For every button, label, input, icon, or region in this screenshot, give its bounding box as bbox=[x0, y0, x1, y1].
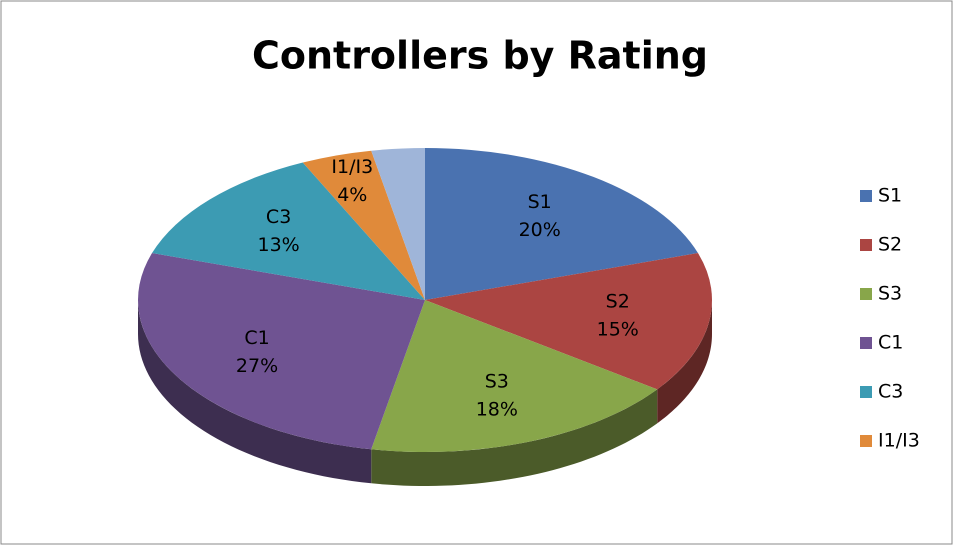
legend-swatch bbox=[860, 386, 872, 398]
legend-swatch bbox=[860, 435, 872, 447]
legend-label: S2 bbox=[878, 234, 902, 256]
pie-slice bbox=[425, 253, 712, 390]
pie-side bbox=[138, 300, 372, 484]
legend-swatch bbox=[860, 337, 872, 349]
slice-value-label: 4% bbox=[337, 184, 367, 206]
legend-label: S1 bbox=[878, 185, 902, 207]
legend-label: I1/I3 bbox=[878, 430, 920, 452]
slice-label: S3 bbox=[485, 371, 509, 393]
slice-label: S1 bbox=[528, 191, 552, 213]
slice-label: C1 bbox=[244, 327, 269, 349]
chart-title: Controllers by Rating bbox=[252, 34, 708, 78]
pie-slice bbox=[137, 253, 425, 450]
pie-slice bbox=[371, 148, 425, 300]
slice-value-label: 13% bbox=[257, 234, 299, 256]
pie-slice bbox=[425, 148, 698, 300]
pie-slice bbox=[371, 300, 658, 452]
legend-label: S3 bbox=[878, 283, 902, 305]
pie-side bbox=[371, 389, 658, 486]
slice-label: I1/I3 bbox=[331, 156, 373, 178]
pie-side bbox=[657, 300, 712, 424]
slice-label: C3 bbox=[266, 206, 291, 228]
slice-value-label: 27% bbox=[236, 355, 278, 377]
legend-swatch bbox=[860, 288, 872, 300]
legend-label: C1 bbox=[878, 332, 903, 354]
legend-swatch bbox=[860, 190, 872, 202]
slice-value-label: 18% bbox=[476, 399, 518, 421]
slice-value-label: 20% bbox=[519, 219, 561, 241]
pie-slice bbox=[152, 162, 425, 300]
legend-swatch bbox=[860, 239, 872, 251]
pie-slice bbox=[302, 150, 425, 300]
slice-value-label: 15% bbox=[597, 319, 639, 341]
slice-label: S2 bbox=[606, 291, 630, 313]
legend-label: C3 bbox=[878, 381, 903, 403]
